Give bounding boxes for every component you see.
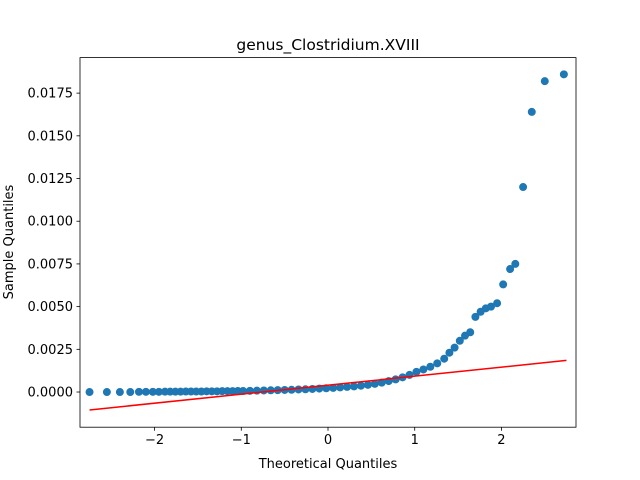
point bbox=[559, 70, 568, 79]
y-tick-label: 0.0025 bbox=[28, 343, 74, 358]
point bbox=[287, 385, 296, 394]
point bbox=[412, 367, 421, 376]
y-tick-label: 0.0125 bbox=[28, 172, 74, 187]
point bbox=[350, 382, 359, 391]
chart-title: genus_Clostridium.XVIII bbox=[236, 36, 419, 55]
point bbox=[419, 365, 428, 374]
x-tick-label: −2 bbox=[145, 433, 164, 448]
x-tick-label: 2 bbox=[497, 433, 505, 448]
point bbox=[511, 259, 520, 268]
point bbox=[433, 359, 442, 368]
plot-frame bbox=[79, 57, 577, 428]
point bbox=[363, 380, 372, 389]
point bbox=[370, 379, 379, 388]
point bbox=[455, 336, 464, 345]
x-tick-label: 1 bbox=[411, 433, 419, 448]
fit-line bbox=[89, 359, 567, 411]
x-tick-label: 0 bbox=[324, 433, 332, 448]
point bbox=[519, 183, 528, 192]
point bbox=[294, 385, 303, 394]
x-axis-label: Theoretical Quantiles bbox=[258, 457, 398, 472]
point bbox=[154, 387, 163, 396]
y-tick-label: 0.0150 bbox=[28, 129, 74, 144]
point bbox=[126, 388, 135, 397]
point bbox=[336, 383, 345, 392]
point bbox=[115, 388, 124, 397]
point bbox=[148, 387, 157, 396]
y-tick-label: 0.0175 bbox=[28, 87, 74, 102]
point bbox=[426, 362, 435, 371]
point bbox=[141, 387, 150, 396]
point bbox=[391, 375, 400, 384]
point bbox=[450, 343, 459, 352]
x-tick-label: −1 bbox=[232, 433, 251, 448]
point bbox=[506, 265, 515, 274]
point bbox=[343, 382, 352, 391]
point bbox=[487, 302, 496, 311]
point bbox=[466, 328, 475, 337]
point bbox=[440, 354, 449, 363]
point bbox=[493, 299, 502, 308]
y-tick-label: 0.0000 bbox=[28, 386, 74, 401]
point bbox=[259, 386, 268, 395]
point bbox=[527, 107, 536, 116]
point bbox=[266, 386, 275, 395]
y-tick-label: 0.0075 bbox=[28, 257, 74, 272]
point bbox=[85, 388, 94, 397]
point bbox=[134, 387, 143, 396]
y-tick-label: 0.0050 bbox=[28, 300, 74, 315]
point bbox=[445, 348, 454, 357]
point bbox=[356, 381, 365, 390]
point bbox=[499, 280, 508, 289]
point bbox=[329, 383, 338, 392]
y-axis-label: Sample Quantiles bbox=[2, 184, 17, 299]
point bbox=[102, 388, 111, 397]
point bbox=[239, 386, 248, 395]
y-tick-label: 0.0100 bbox=[28, 215, 74, 230]
point bbox=[540, 77, 549, 86]
point bbox=[471, 312, 480, 321]
point bbox=[377, 378, 386, 387]
